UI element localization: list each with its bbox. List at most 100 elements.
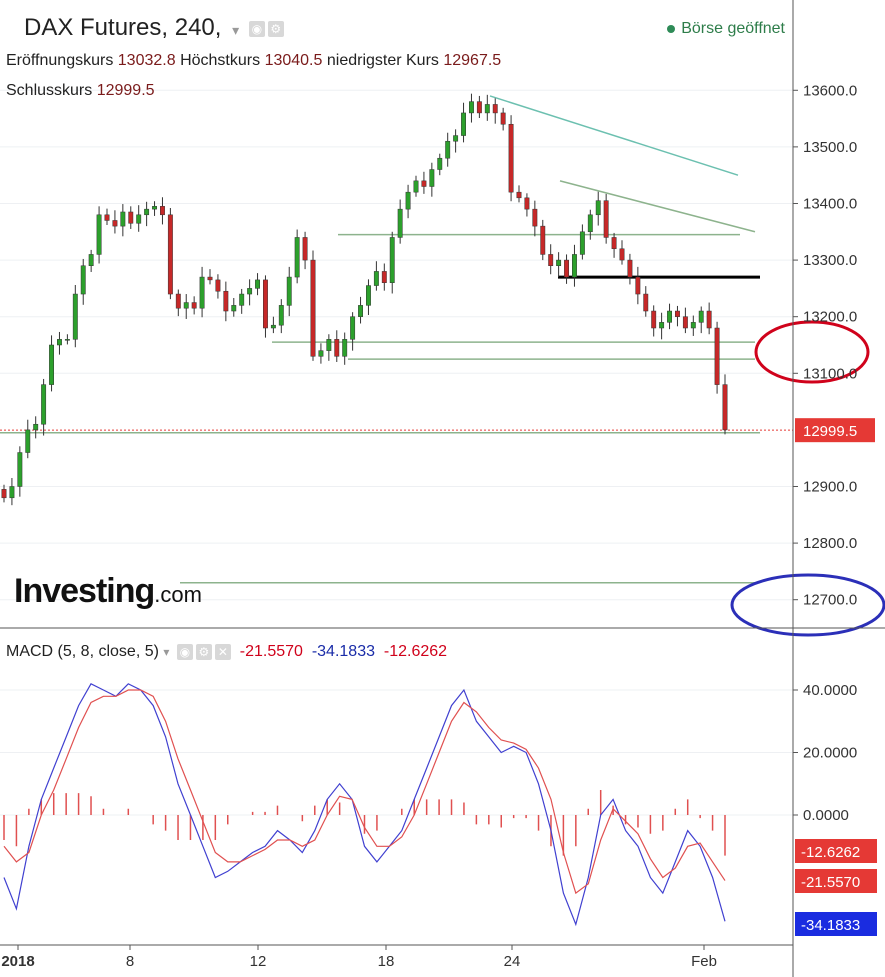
- support-resistance-lines: [0, 233, 793, 584]
- candle-body: [508, 123, 514, 193]
- macd-header: MACD (5, 8, close, 5) ▾ ◉ ⚙ ✕ -21.5570 -34…: [6, 643, 448, 660]
- candle-body: [49, 344, 54, 385]
- macd-tick-label: 20.0000: [803, 745, 857, 762]
- price-tick-label: 12800.0: [803, 535, 857, 552]
- candle-body: [635, 276, 641, 295]
- eye-icon[interactable]: ◉: [248, 20, 265, 37]
- candle-body: [278, 305, 284, 326]
- candle-body: [175, 293, 181, 309]
- candle-body: [667, 310, 672, 323]
- candle-body: [57, 339, 62, 346]
- candle-body: [41, 384, 47, 425]
- candle-body: [223, 290, 229, 312]
- gear-icon[interactable]: ⚙: [267, 20, 284, 37]
- macd-value-label: -34.1833: [801, 917, 860, 934]
- candle-body: [207, 276, 213, 281]
- candle-body: [722, 384, 728, 431]
- candle-body: [619, 248, 625, 261]
- candle-body: [302, 237, 308, 261]
- time-tick-label: 24: [504, 953, 521, 970]
- candle-body: [247, 288, 253, 295]
- price-tick-label: 12900.0: [803, 478, 857, 495]
- candle-body: [120, 211, 126, 227]
- trendline: [559, 180, 756, 233]
- gear-icon[interactable]: ⚙: [195, 643, 212, 660]
- candle-body: [611, 237, 617, 250]
- macd-value-label: -21.5570: [801, 874, 860, 891]
- candle-body: [524, 197, 530, 210]
- candle-body: [64, 339, 70, 341]
- price-tick-label: 13600.0: [803, 82, 857, 99]
- candle-body: [263, 279, 268, 329]
- trendline: [489, 95, 739, 176]
- candle-body: [358, 305, 363, 317]
- candle-body: [231, 305, 237, 312]
- eye-icon[interactable]: ◉: [176, 643, 193, 660]
- candle-body: [72, 293, 78, 340]
- red-ellipse-annotation: [754, 320, 870, 384]
- price-tick-label: 13200.0: [803, 309, 857, 326]
- candle-body: [461, 112, 466, 136]
- candle-body: [191, 302, 197, 309]
- candle-body: [239, 293, 245, 306]
- candle-body: [659, 322, 665, 329]
- candle-body: [469, 101, 474, 114]
- candle-body: [706, 310, 712, 329]
- candle-body: [112, 220, 118, 227]
- investing-logo: Investing.com: [14, 572, 202, 610]
- candle-body: [429, 169, 435, 187]
- annotations: [730, 320, 885, 637]
- last-price-label: 12999.5: [803, 423, 857, 440]
- candle-body: [128, 211, 134, 224]
- last-price-badge: [795, 418, 875, 443]
- time-tick-label: 12: [250, 953, 267, 970]
- candle-body: [33, 423, 39, 431]
- chevron-down-icon[interactable]: ▾: [232, 22, 240, 38]
- candle-body: [405, 191, 411, 210]
- market-status: Börse geöffnet: [667, 20, 785, 38]
- macd-value-badge: [795, 869, 877, 893]
- close-icon[interactable]: ✕: [214, 643, 231, 660]
- macd-value-badge: [795, 839, 877, 863]
- time-tick-label: 2018: [1, 953, 34, 970]
- candle-body: [104, 214, 110, 221]
- price-tick-label: 13300.0: [803, 252, 857, 269]
- candle-body: [17, 452, 23, 487]
- candle-body: [651, 310, 657, 329]
- chevron-down-icon[interactable]: ▾: [163, 645, 170, 659]
- candle-body: [445, 140, 451, 159]
- time-tick-label: Feb: [691, 953, 717, 970]
- candle-body: [572, 254, 577, 278]
- candle-body: [675, 310, 680, 317]
- candle-body: [492, 104, 498, 114]
- candle-body: [342, 339, 348, 357]
- macd-tick-label: 40.0000: [803, 682, 857, 699]
- candle-body: [199, 276, 205, 309]
- price-tick-label: 13500.0: [803, 139, 857, 156]
- candle-body: [366, 285, 371, 306]
- candle-body: [88, 254, 94, 266]
- candle-body: [690, 322, 696, 329]
- candle-body: [286, 276, 292, 306]
- close-row: Schlusskurs 12999.5: [6, 82, 155, 99]
- candle-body: [167, 214, 173, 295]
- candle-body: [136, 214, 142, 224]
- candle-body: [1, 489, 7, 499]
- candle-body: [579, 231, 585, 255]
- candle-body: [437, 157, 443, 170]
- time-tick-label: 18: [378, 953, 395, 970]
- candle-body: [160, 206, 165, 216]
- candle-body: [326, 339, 332, 351]
- candle-body: [421, 180, 427, 187]
- candle-body: [564, 259, 569, 278]
- candle-body: [215, 279, 221, 292]
- macd-pane: [3, 683, 726, 927]
- candle-body: [389, 237, 395, 283]
- candle-body: [183, 302, 189, 309]
- candle-body: [413, 180, 419, 193]
- macd-line: [3, 683, 726, 927]
- status-dot-icon: [667, 24, 676, 33]
- candle-body: [318, 350, 324, 357]
